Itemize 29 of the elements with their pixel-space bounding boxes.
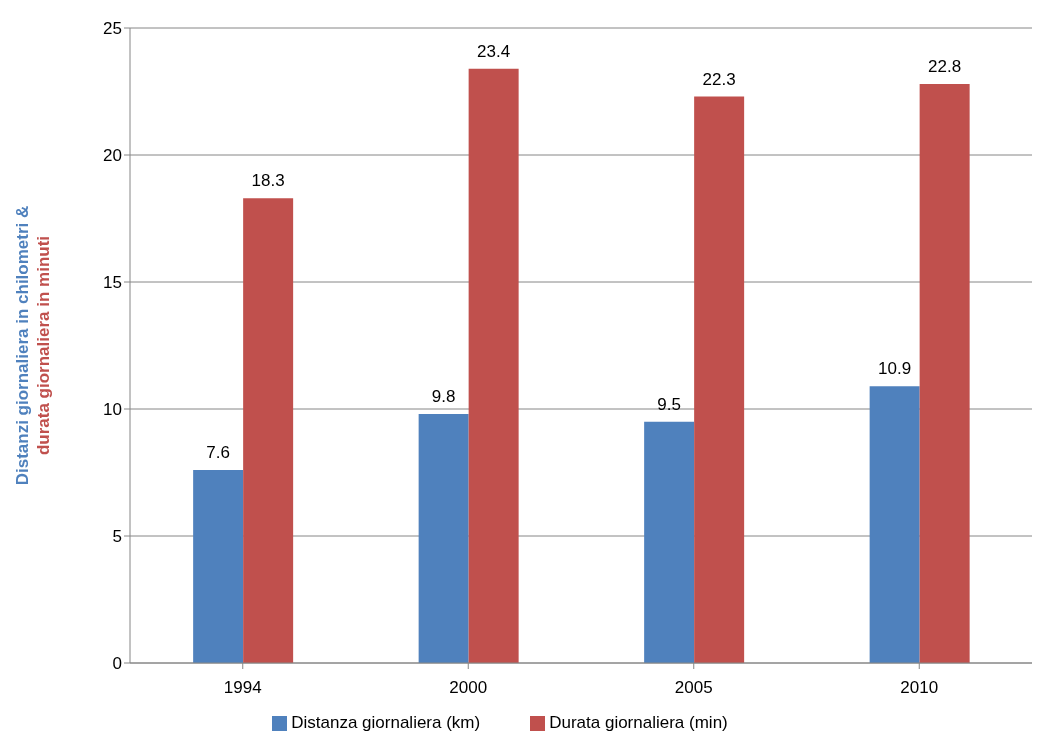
data-label: 22.3 bbox=[702, 69, 736, 89]
bar bbox=[869, 386, 920, 663]
y-tick-label: 5 bbox=[112, 527, 122, 547]
data-label: 7.6 bbox=[206, 442, 230, 462]
y-tick-label: 15 bbox=[103, 273, 122, 293]
x-tick-label: 1994 bbox=[223, 678, 262, 698]
x-tick-label: 2010 bbox=[900, 678, 939, 698]
bar bbox=[694, 96, 745, 663]
data-label: 9.8 bbox=[431, 387, 456, 407]
y-tick-label: 10 bbox=[103, 400, 122, 420]
y-tick-label: 20 bbox=[103, 146, 122, 166]
data-label: 23.4 bbox=[477, 41, 511, 61]
y-tick-label: 25 bbox=[103, 19, 122, 39]
x-tick-label: 2000 bbox=[449, 678, 488, 698]
bar bbox=[644, 421, 695, 663]
y-tick-label: 0 bbox=[112, 654, 122, 674]
x-tick-label: 2005 bbox=[674, 678, 713, 698]
data-label: 18.3 bbox=[251, 171, 285, 191]
bar bbox=[243, 198, 294, 663]
legend-label: Distanza giornaliera (km) bbox=[291, 713, 481, 732]
bar bbox=[919, 83, 970, 663]
legend-label: Durata giornaliera (min) bbox=[549, 713, 728, 732]
data-label: 22.8 bbox=[928, 56, 962, 76]
bar bbox=[418, 414, 469, 663]
bar bbox=[193, 469, 244, 663]
data-label: 9.5 bbox=[657, 394, 681, 414]
data-label: 10.9 bbox=[878, 359, 912, 379]
bar bbox=[468, 68, 519, 663]
y-axis-title: Distanzi giornaliera in chilometri & durata giornaliera in minuti bbox=[13, 205, 53, 486]
